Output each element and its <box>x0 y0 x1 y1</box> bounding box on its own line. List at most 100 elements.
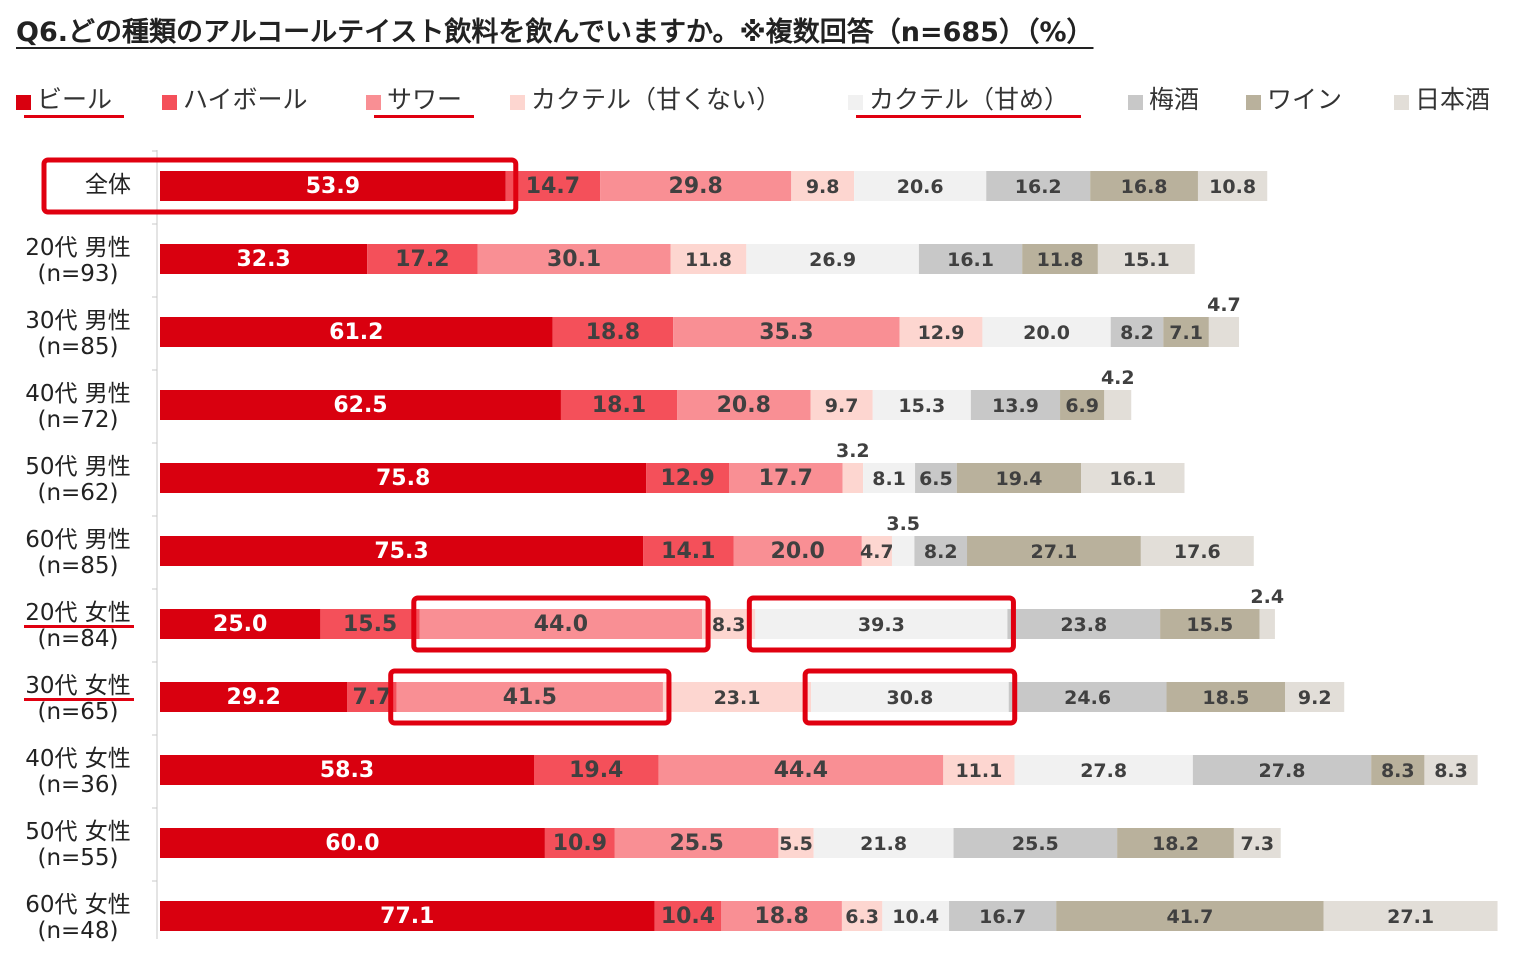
bar-segment <box>560 390 678 420</box>
value-label: 53.9 <box>306 174 360 199</box>
category-label: 20代 男性 <box>25 235 131 261</box>
value-label: 27.8 <box>1080 760 1127 782</box>
bar-segment <box>160 682 348 712</box>
value-label: 7.7 <box>353 685 392 710</box>
bar-segment <box>505 171 601 201</box>
bar-segment <box>1060 390 1105 420</box>
value-label: 60.0 <box>325 831 379 856</box>
legend-swatch <box>1128 95 1143 110</box>
legend-item: 梅酒 <box>1128 80 1199 116</box>
value-label: 18.8 <box>586 320 640 345</box>
value-label: 17.7 <box>759 466 813 491</box>
legend-swatch <box>366 95 381 110</box>
value-label: 10.4 <box>661 904 715 929</box>
value-label: 15.5 <box>343 612 397 637</box>
value-label: 6.5 <box>919 468 953 490</box>
bar-segment <box>861 536 892 566</box>
bar-segment <box>1371 755 1425 785</box>
bar-segment <box>160 901 655 931</box>
category-label: 50代 女性 <box>25 819 131 845</box>
bar-segment <box>982 317 1111 347</box>
category-label: 30代 男性 <box>25 308 131 334</box>
category-sample-size: (n=85) <box>37 334 118 360</box>
bar-segment <box>949 901 1057 931</box>
bar-segment <box>899 317 983 347</box>
category-label: 全体 <box>85 172 131 198</box>
bar-segment <box>791 171 855 201</box>
value-label: 58.3 <box>320 758 374 783</box>
value-label: 6.3 <box>845 906 879 928</box>
legend-item: カクテル（甘くない） <box>510 80 781 116</box>
bar-segment <box>1022 244 1098 274</box>
bar-segment <box>872 390 971 420</box>
category-label: 30代 女性 <box>25 673 131 699</box>
value-label: 20.8 <box>717 393 771 418</box>
bar-segment <box>160 171 506 201</box>
bar-segment <box>643 536 734 566</box>
bar-segment <box>160 536 644 566</box>
bar-segment <box>1323 901 1498 931</box>
bar-segment <box>160 244 368 274</box>
value-label: 20.0 <box>1023 322 1070 344</box>
value-label: 27.1 <box>1030 541 1077 563</box>
bar-segment <box>662 682 812 712</box>
bar-segment <box>1160 609 1260 639</box>
bar-segment <box>673 317 900 347</box>
legend-label: サワー <box>387 85 463 114</box>
value-label: 12.9 <box>918 322 965 344</box>
chart-legend: ビール ハイボール サワー カクテル（甘くない） カクテル（甘め） 梅酒 ワイン 日本酒 <box>16 80 1526 126</box>
bar-segment <box>778 828 814 858</box>
value-label: 27.1 <box>1387 906 1434 928</box>
bar-segment <box>863 463 916 493</box>
value-label: 35.3 <box>759 320 813 345</box>
bar-segment <box>1163 317 1209 347</box>
bar-segment <box>1007 609 1161 639</box>
bar-segment <box>918 244 1023 274</box>
value-label: 41.7 <box>1166 906 1213 928</box>
value-label: 23.1 <box>714 687 761 709</box>
bar-segment <box>600 171 792 201</box>
value-label: 21.8 <box>860 833 907 855</box>
bar-segment <box>842 463 864 493</box>
value-label: 16.7 <box>979 906 1026 928</box>
bar-segment <box>160 317 553 347</box>
value-label: 18.1 <box>592 393 646 418</box>
bar-segment <box>1097 244 1195 274</box>
category-sample-size: (n=36) <box>37 772 118 798</box>
legend-swatch <box>510 95 525 110</box>
value-label: 2.4 <box>1250 586 1284 608</box>
bar-segment <box>1285 682 1345 712</box>
category-sample-size: (n=93) <box>37 261 118 287</box>
bar-segment <box>396 682 663 712</box>
legend-label: 日本酒 <box>1415 85 1491 114</box>
bar-segment <box>160 755 534 785</box>
category-sample-size: (n=62) <box>37 480 118 506</box>
bar-segment <box>1056 901 1324 931</box>
value-label: 9.2 <box>1298 687 1332 709</box>
value-label: 18.5 <box>1202 687 1249 709</box>
highlight-box <box>802 668 1018 726</box>
highlight-box <box>746 595 1016 653</box>
bar-segment <box>811 682 1009 712</box>
value-label: 14.1 <box>661 539 715 564</box>
legend-item: サワー <box>366 80 462 116</box>
bar-segment <box>614 828 779 858</box>
bar-segment <box>160 463 647 493</box>
value-label: 11.8 <box>685 249 732 271</box>
value-label: 5.5 <box>779 833 813 855</box>
legend-swatch <box>1246 95 1261 110</box>
value-label: 19.4 <box>569 758 623 783</box>
category-label: 40代 男性 <box>25 381 131 407</box>
bar-segment <box>755 609 1008 639</box>
bar-segment <box>534 755 659 785</box>
bar-segment <box>702 609 756 639</box>
legend-label: ハイボール <box>183 85 308 114</box>
value-label: 16.8 <box>1121 176 1168 198</box>
value-label: 8.3 <box>1381 760 1415 782</box>
value-label: 62.5 <box>333 393 387 418</box>
legend-underline <box>856 115 1081 118</box>
legend-label: ビール <box>37 85 113 114</box>
legend-label: カクテル（甘くない） <box>531 85 782 114</box>
value-label: 44.0 <box>534 612 588 637</box>
value-label: 19.4 <box>996 468 1043 490</box>
